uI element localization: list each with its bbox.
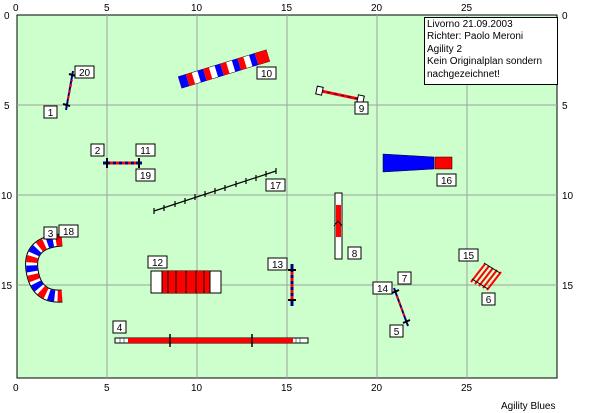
number-label-7: 7 [397,271,412,285]
svg-text:17: 17 [270,181,282,192]
svg-text:1: 1 [48,108,54,119]
svg-text:3: 3 [48,229,54,240]
number-label-5: 5 [389,324,404,338]
tunnel-3-18 [25,233,63,303]
svg-text:19: 19 [140,171,152,182]
y-tick-right: 5 [562,101,568,112]
number-label-18: 18 [58,224,79,238]
svg-text:2: 2 [95,146,101,157]
number-label-9: 9 [354,101,369,115]
number-label-19: 19 [135,168,156,182]
hurdle-13 [288,264,296,306]
svg-text:12: 12 [152,258,164,269]
hurdle-14-7-5 [391,287,411,327]
svg-text:14: 14 [377,284,389,295]
svg-text:11: 11 [140,146,151,157]
svg-text:5: 5 [394,327,400,338]
number-label-15: 15 [458,248,479,262]
number-label-3: 3 [43,226,58,240]
number-label-4: 4 [112,320,127,334]
x-tick-bottom: 5 [104,383,110,394]
number-label-1: 1 [43,105,58,119]
number-label-20: 20 [74,65,95,79]
y-tick-left: 0 [4,11,10,22]
x-tick-bottom: 0 [13,383,19,394]
long-jump-15-6 [470,262,502,291]
judge-name: Richter: Paolo Meroni [427,31,524,43]
svg-text:18: 18 [63,227,75,238]
x-tick-bottom: 20 [371,383,383,394]
y-tick-left: 10 [1,191,13,202]
weave-poles-17 [153,168,277,214]
x-tick-top: 25 [461,3,473,14]
svg-text:4: 4 [117,323,123,334]
class-name: Agility 2 [427,43,463,55]
number-label-12: 12 [147,255,168,269]
svg-text:13: 13 [272,260,284,271]
event-title: Livorno 21.09.2003 [427,19,513,30]
svg-text:10: 10 [261,69,273,80]
dog-walk-4 [114,334,309,347]
y-tick-right: 0 [562,11,568,22]
x-ticks-top: 0 5 10 15 20 25 [13,3,473,14]
y-tick-right: 15 [562,281,574,292]
number-label-16: 16 [436,173,457,187]
number-label-2: 2 [90,143,105,157]
number-label-6: 6 [481,292,496,306]
x-tick-top: 10 [191,3,203,14]
note-line-2: nachgezeichnet! [427,68,500,80]
svg-text:15: 15 [463,251,475,262]
course-info-box: Livorno 21.09.2003 Richter: Paolo Meroni… [424,17,558,85]
svg-text:16: 16 [441,176,453,187]
number-label-13: 13 [267,257,288,271]
number-label-8: 8 [347,246,362,260]
y-tick-right: 10 [562,191,574,202]
credit-label: Agility Blues [501,401,556,412]
number-label-11: 11 [135,143,156,157]
y-ticks-left: 0 5 10 15 [1,11,13,292]
svg-text:9: 9 [359,104,365,115]
svg-text:8: 8 [352,249,358,260]
x-tick-bottom: 25 [461,383,473,394]
note-line-1: Kein Originalplan sondern [427,56,543,68]
number-label-14: 14 [372,281,393,295]
hurdle-11-19 [103,158,142,168]
y-ticks-right: 0 5 10 15 [562,11,574,292]
tire-10 [177,49,271,89]
svg-text:6: 6 [486,295,492,306]
svg-text:7: 7 [402,274,408,285]
svg-text:20: 20 [79,68,91,79]
tunnel-16 [382,153,453,173]
x-tick-top: 0 [13,3,19,14]
y-tick-left: 15 [1,281,13,292]
y-tick-left: 5 [4,101,10,112]
x-tick-top: 15 [281,3,293,14]
chute-12 [150,270,222,294]
x-ticks-bottom: 0 5 10 15 20 25 [13,383,473,394]
number-label-17: 17 [265,178,286,192]
x-tick-bottom: 10 [191,383,203,394]
wall-8 [333,192,343,260]
x-tick-bottom: 15 [281,383,293,394]
number-label-10: 10 [256,66,277,80]
x-tick-top: 5 [104,3,110,14]
x-tick-top: 20 [371,3,383,14]
